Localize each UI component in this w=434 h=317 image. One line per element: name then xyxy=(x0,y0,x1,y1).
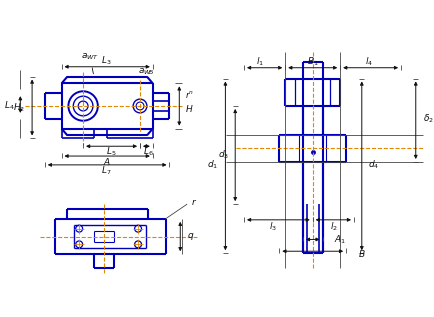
Text: $B$: $B$ xyxy=(358,248,365,259)
Text: $l_3$: $l_3$ xyxy=(270,220,277,233)
Text: $L_7$: $L_7$ xyxy=(102,165,112,177)
Text: $L_6$: $L_6$ xyxy=(142,146,153,158)
Text: $L_5$: $L_5$ xyxy=(106,146,117,158)
Text: $L_4$: $L_4$ xyxy=(4,100,14,112)
Text: $d_4$: $d_4$ xyxy=(368,158,379,171)
Text: $A$: $A$ xyxy=(103,156,111,167)
Text: $l_1$: $l_1$ xyxy=(256,55,264,68)
Text: $d_1$: $d_1$ xyxy=(207,158,219,171)
Text: $l_2$: $l_2$ xyxy=(330,220,338,233)
Text: $H$: $H$ xyxy=(185,103,194,114)
Text: $\delta_2$: $\delta_2$ xyxy=(423,113,434,125)
Text: $l_4$: $l_4$ xyxy=(365,55,373,68)
Text: $H_2$: $H_2$ xyxy=(13,102,25,114)
Text: $d_3$: $d_3$ xyxy=(218,149,229,161)
Text: $r^n$: $r^n$ xyxy=(185,89,194,100)
Text: $r$: $r$ xyxy=(191,197,197,207)
Text: $q$: $q$ xyxy=(187,231,194,242)
Text: $B_1$: $B_1$ xyxy=(307,55,319,68)
Text: $a_{WT}$: $a_{WT}$ xyxy=(81,52,99,74)
Text: $A_1$: $A_1$ xyxy=(334,233,346,246)
Text: $a_{W\!Б}$: $a_{W\!Б}$ xyxy=(138,66,155,77)
Text: $L_3$: $L_3$ xyxy=(102,55,112,67)
